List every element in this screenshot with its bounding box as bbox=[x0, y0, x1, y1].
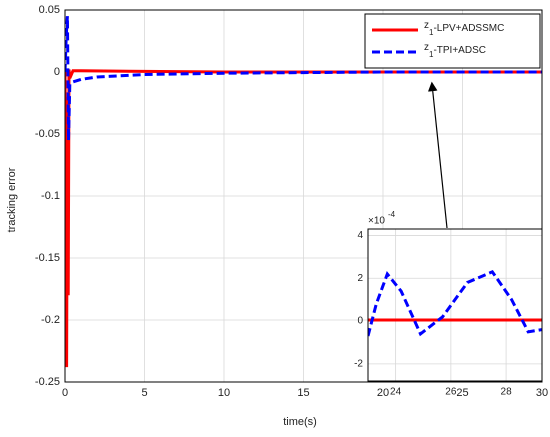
y-tick-label: -0.05 bbox=[35, 128, 60, 140]
x-tick-label: 25 bbox=[456, 387, 468, 399]
series-line bbox=[65, 16, 542, 141]
y-tick-label: 0 bbox=[357, 316, 363, 327]
y-tick-label: 0 bbox=[54, 66, 60, 78]
y-tick-label: 2 bbox=[357, 273, 363, 284]
x-tick-label: 28 bbox=[501, 387, 513, 398]
y-tick-label: -2 bbox=[354, 359, 363, 370]
x-tick-label: 24 bbox=[390, 387, 402, 398]
y-tick-label: 4 bbox=[357, 230, 363, 241]
zoom-arrow bbox=[427, 81, 448, 229]
scale-exponent: -4 bbox=[388, 210, 396, 219]
y-tick-label: -0.25 bbox=[35, 376, 60, 388]
scale-label: ×10 bbox=[368, 216, 385, 227]
x-tick-label: 15 bbox=[297, 387, 309, 399]
x-tick-label: 20 bbox=[377, 387, 389, 399]
y-tick-label: -0.2 bbox=[41, 314, 60, 326]
x-tick-label: 26 bbox=[445, 387, 457, 398]
legend-label: z1-LPV+ADSSMC bbox=[424, 20, 504, 37]
x-tick-label: 30 bbox=[536, 387, 548, 399]
legend-label: z1-TPI+ADSC bbox=[424, 42, 486, 59]
y-tick-label: -0.15 bbox=[35, 252, 60, 264]
legend-box bbox=[364, 13, 541, 69]
y-axis-label: tracking error bbox=[6, 167, 18, 232]
plot-frame bbox=[367, 228, 543, 382]
x-tick-label: 0 bbox=[62, 387, 68, 399]
y-tick-label: 0.05 bbox=[39, 4, 60, 16]
plot-frame bbox=[64, 9, 543, 383]
x-tick-label: 5 bbox=[141, 387, 147, 399]
x-tick-label: 10 bbox=[218, 387, 230, 399]
y-tick-label: -0.1 bbox=[41, 190, 60, 202]
series-line bbox=[368, 269, 542, 337]
x-axis-label: time(s) bbox=[283, 416, 317, 428]
